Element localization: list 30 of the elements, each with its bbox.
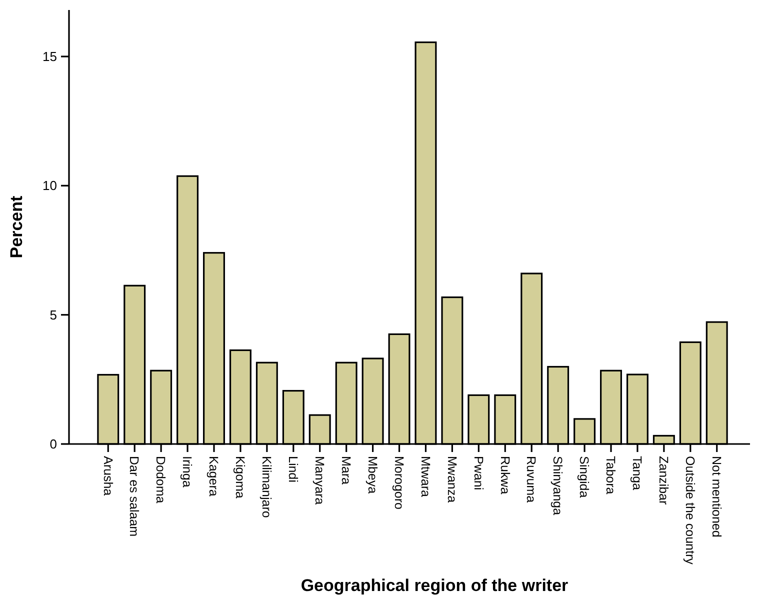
x-tick-label: Dodoma xyxy=(154,456,168,504)
x-tick-label: Kagera xyxy=(206,456,221,496)
x-tick-label: Shinyanga xyxy=(550,456,565,516)
x-tick-label: Tabora xyxy=(604,456,618,494)
y-tick-label: 5 xyxy=(50,307,57,322)
y-tick-label: 0 xyxy=(50,436,57,452)
x-tick-label: Tanga xyxy=(630,456,644,490)
x-tick-label: Arusha xyxy=(100,456,115,496)
x-tick-label: Kilimanjaro xyxy=(260,456,274,518)
y-tick-label: 15 xyxy=(42,49,57,64)
x-tick-label: Iringa xyxy=(180,456,194,488)
x-tick-label: Ruvuma xyxy=(524,456,538,503)
x-axis-title: Geographical region of the writer xyxy=(300,576,569,595)
x-tick-label: Outside the country xyxy=(683,456,698,566)
x-tick-label: Kigoma xyxy=(233,456,248,498)
y-tick-label: 10 xyxy=(42,178,57,194)
x-tick-label: Rukwa xyxy=(498,456,512,494)
x-tick-label: Morogoro xyxy=(392,456,406,510)
x-tick-label: Singida xyxy=(577,456,592,498)
x-tick-label: Manyara xyxy=(312,456,326,505)
x-tick-label: Zanzibar xyxy=(656,456,671,505)
x-tick-label: Pwani xyxy=(471,456,486,490)
x-tick-label: Mbeya xyxy=(365,456,380,494)
x-tick-label: Lindi xyxy=(286,456,300,482)
x-tick-label: Not mentioned xyxy=(709,456,724,538)
y-axis-title: Percent xyxy=(7,195,26,258)
x-tick-label: Mtwara xyxy=(418,456,432,498)
x-tick-label: Mara xyxy=(338,456,353,485)
x-tick-label: Dar es salaam xyxy=(127,456,142,537)
x-tick-label: Mwanza xyxy=(444,456,459,503)
